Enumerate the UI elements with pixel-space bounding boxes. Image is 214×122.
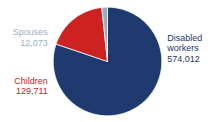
svg-text:Spouses12,073: Spouses12,073 <box>13 27 49 47</box>
svg-text:Disabledworkers574,012: Disabledworkers574,012 <box>166 33 202 64</box>
svg-text:Children129,711: Children129,711 <box>14 76 48 96</box>
